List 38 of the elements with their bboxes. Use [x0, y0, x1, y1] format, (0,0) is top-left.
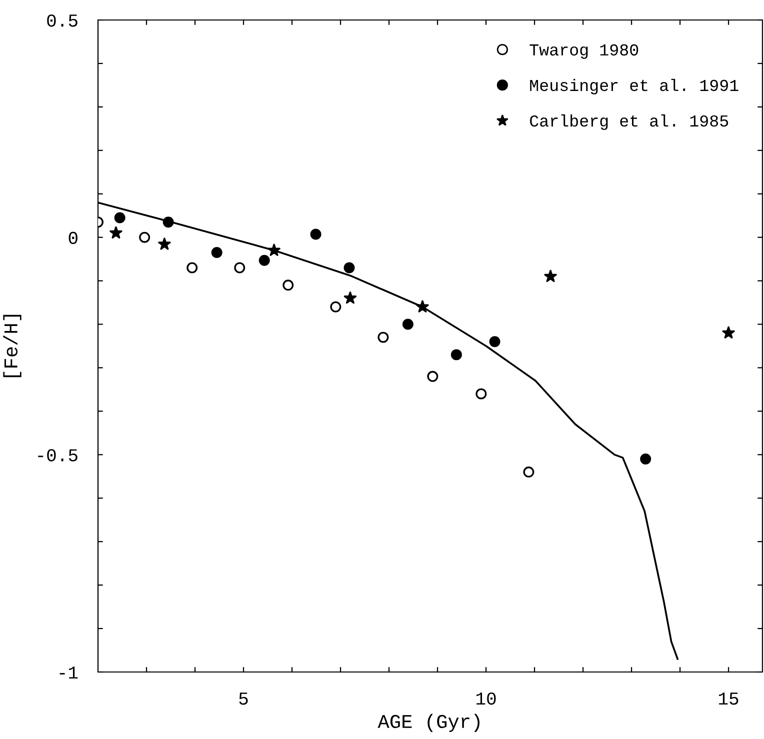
- point: [476, 388, 487, 400]
- point: [186, 262, 198, 274]
- legend-label: Meusinger et al. 1991: [530, 78, 738, 94]
- point: [110, 226, 122, 239]
- point: [489, 336, 500, 348]
- x-tick-label: 5: [239, 692, 248, 705]
- y-axis-title: [Fe/H]: [3, 314, 22, 378]
- point: [158, 238, 171, 250]
- point: [722, 326, 735, 338]
- x-tick-label: 15: [718, 692, 738, 705]
- point: [378, 332, 389, 343]
- x-axis-title: AGE (Gyr): [378, 714, 480, 732]
- point: [427, 370, 438, 382]
- point: [114, 212, 126, 224]
- point: [139, 232, 150, 243]
- y-tick-label: 0: [68, 232, 78, 244]
- legend-label: Twarog 1980: [530, 44, 638, 59]
- point: [234, 262, 246, 274]
- point: [544, 270, 557, 282]
- point: [344, 292, 357, 304]
- point: [282, 280, 294, 291]
- legend-label: Carlberg et al. 1985: [530, 114, 728, 130]
- point: [450, 349, 462, 360]
- point: [258, 254, 270, 266]
- point: [344, 262, 355, 274]
- point: [523, 466, 534, 478]
- y-tick-label: -1: [60, 666, 78, 679]
- y-tick-label: -0.5: [38, 449, 78, 462]
- point: [330, 301, 342, 312]
- point: [402, 318, 414, 330]
- x-tick-label: 10: [476, 692, 496, 705]
- point: [268, 244, 280, 256]
- point: [162, 216, 174, 228]
- point: [211, 247, 222, 258]
- point: [640, 454, 652, 465]
- point: [310, 228, 322, 240]
- point: [416, 300, 429, 312]
- y-tick-label: 0.5: [47, 14, 78, 27]
